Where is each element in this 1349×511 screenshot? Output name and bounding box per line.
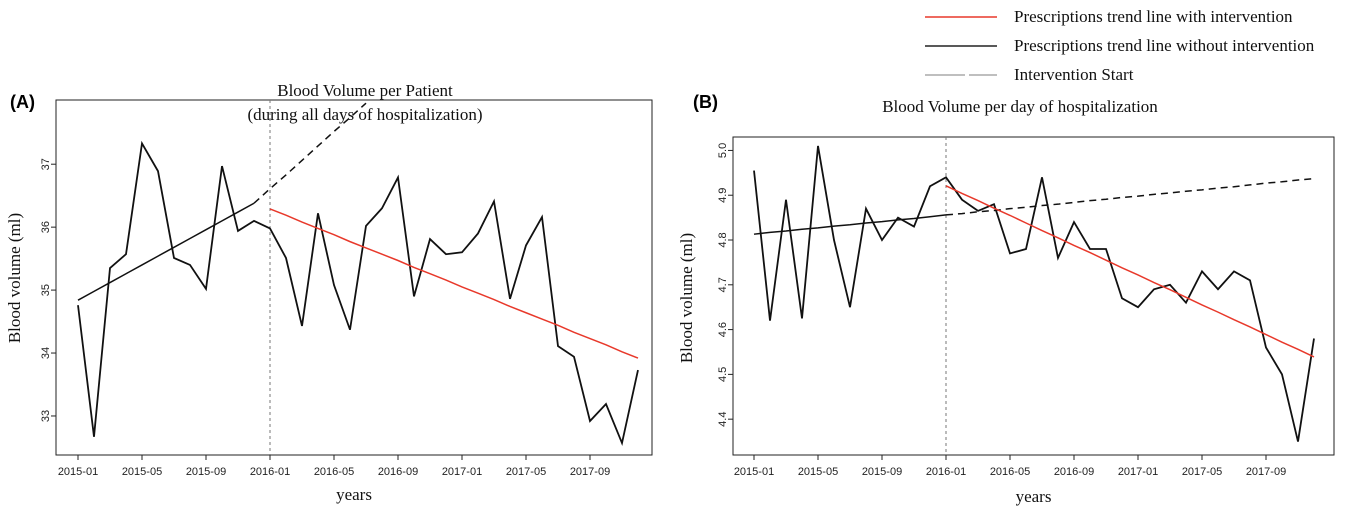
y-tick-label: 35	[40, 284, 52, 296]
y-tick-label: 4.9	[717, 188, 729, 203]
x-axis-label: years	[336, 485, 372, 504]
x-tick-label: 2017-05	[506, 466, 546, 478]
series-line	[753, 214, 947, 235]
x-tick-label: 2017-09	[1246, 466, 1286, 478]
x-tick-label: 2017-01	[1118, 466, 1158, 478]
x-tick-label: 2016-05	[314, 466, 354, 478]
x-tick-label: 2016-09	[1054, 466, 1094, 478]
series-line	[253, 102, 367, 204]
y-tick-label: 5.0	[717, 143, 729, 158]
x-tick-label: 2017-05	[1182, 466, 1222, 478]
y-tick-label: 33	[40, 410, 52, 422]
series-line	[945, 185, 1315, 358]
y-tick-label: 34	[40, 347, 52, 359]
x-tick-label: 2015-09	[186, 466, 226, 478]
y-axis-label: Blood volume (ml)	[677, 233, 696, 363]
chart-title: Blood Volume per day of hospitalization	[882, 97, 1158, 116]
y-tick-label: 4.4	[717, 412, 729, 427]
panel-label: (A)	[10, 92, 35, 112]
plot-frame	[55, 99, 653, 456]
x-tick-label: 2016-01	[926, 466, 966, 478]
legend-label: Prescriptions trend line without interve…	[1014, 36, 1315, 55]
chart-title: Blood Volume per Patient	[277, 81, 453, 100]
x-tick-label: 2015-09	[862, 466, 902, 478]
x-tick-label: 2015-05	[122, 466, 162, 478]
plot-frame	[732, 136, 1335, 456]
legend-label: Prescriptions trend line with interventi…	[1014, 7, 1293, 26]
x-tick-label: 2017-09	[570, 466, 610, 478]
y-tick-label: 4.5	[717, 367, 729, 382]
series-line	[77, 202, 255, 301]
x-tick-label: 2015-01	[58, 466, 98, 478]
series-line	[753, 145, 1315, 442]
y-tick-label: 4.6	[717, 322, 729, 337]
x-tick-label: 2016-09	[378, 466, 418, 478]
legend-label: Intervention Start	[1014, 65, 1134, 84]
x-tick-label: 2016-01	[250, 466, 290, 478]
y-tick-label: 4.8	[717, 232, 729, 247]
panel-label: (B)	[693, 92, 718, 112]
y-axis-label: Blood volume (ml)	[5, 213, 24, 343]
x-tick-label: 2016-05	[990, 466, 1030, 478]
series-line	[945, 177, 1315, 216]
chart-subtitle: (during all days of hospitalization)	[247, 105, 482, 124]
y-tick-label: 4.7	[717, 277, 729, 292]
y-tick-label: 37	[40, 158, 52, 170]
x-tick-label: 2015-05	[798, 466, 838, 478]
series-line	[269, 208, 639, 359]
y-tick-label: 36	[40, 221, 52, 233]
series-line	[77, 140, 639, 447]
x-tick-label: 2017-01	[442, 466, 482, 478]
x-axis-label: years	[1016, 487, 1052, 506]
x-tick-label: 2015-01	[734, 466, 774, 478]
